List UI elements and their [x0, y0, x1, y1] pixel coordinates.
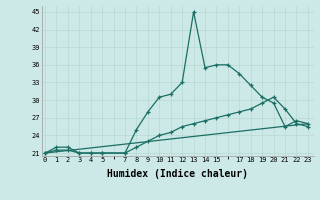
- X-axis label: Humidex (Indice chaleur): Humidex (Indice chaleur): [107, 169, 248, 179]
